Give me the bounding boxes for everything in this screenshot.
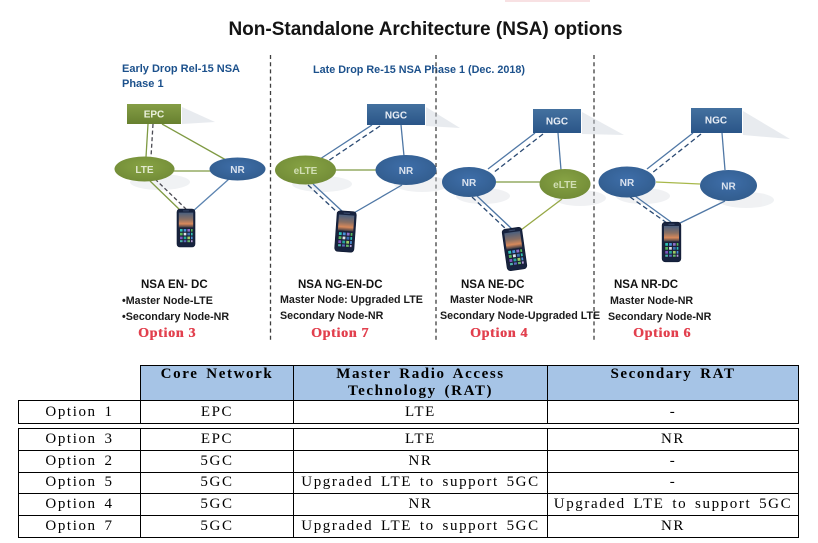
svg-text:NR: NR [721, 182, 736, 193]
svg-text:LTE: LTE [135, 165, 153, 176]
svg-text:NR: NR [230, 165, 245, 176]
svg-text:NR: NR [399, 166, 414, 177]
svg-text:NGC: NGC [385, 111, 407, 122]
svg-text:NGC: NGC [705, 116, 727, 127]
svg-text:NR: NR [620, 178, 635, 189]
svg-text:eLTE: eLTE [294, 166, 318, 177]
svg-text:NGC: NGC [546, 117, 568, 128]
svg-text:EPC: EPC [144, 110, 165, 121]
svg-text:NR: NR [462, 178, 477, 189]
svg-text:eLTE: eLTE [553, 180, 577, 191]
